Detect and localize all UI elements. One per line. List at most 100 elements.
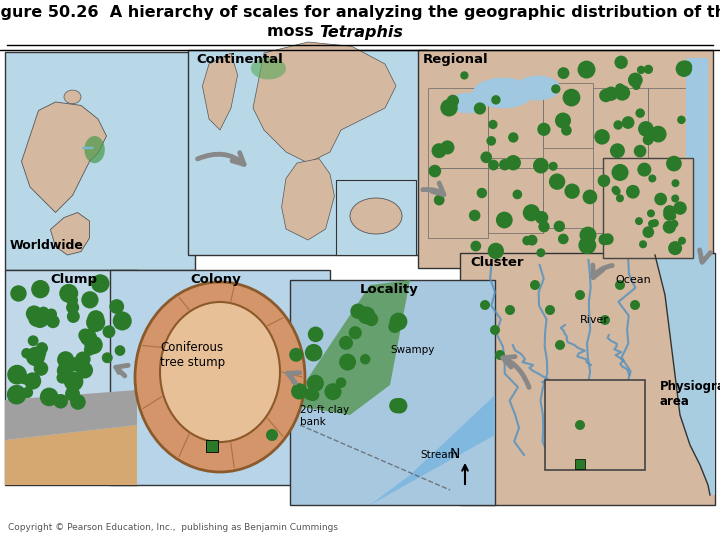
Ellipse shape: [67, 310, 80, 323]
Ellipse shape: [85, 146, 90, 149]
Ellipse shape: [615, 280, 625, 290]
Ellipse shape: [336, 377, 346, 388]
Bar: [428, 168, 488, 238]
Bar: [603, 158, 693, 258]
Ellipse shape: [135, 282, 305, 472]
Bar: [188, 50, 428, 255]
Ellipse shape: [348, 326, 362, 339]
Ellipse shape: [86, 313, 105, 332]
Ellipse shape: [523, 204, 540, 221]
Ellipse shape: [473, 78, 533, 108]
Ellipse shape: [304, 388, 315, 400]
Ellipse shape: [555, 112, 571, 129]
Ellipse shape: [662, 220, 676, 234]
Ellipse shape: [84, 344, 96, 356]
Ellipse shape: [84, 136, 105, 163]
Bar: [686, 58, 708, 258]
Ellipse shape: [526, 235, 538, 246]
Ellipse shape: [78, 328, 92, 342]
Ellipse shape: [85, 338, 102, 354]
Ellipse shape: [604, 86, 618, 101]
Ellipse shape: [630, 300, 640, 310]
Ellipse shape: [648, 174, 657, 183]
Ellipse shape: [480, 300, 490, 310]
Ellipse shape: [40, 388, 58, 406]
Ellipse shape: [535, 211, 549, 224]
Ellipse shape: [561, 125, 572, 136]
Ellipse shape: [671, 194, 679, 202]
Ellipse shape: [64, 90, 81, 104]
Ellipse shape: [289, 348, 303, 362]
Text: Colony: Colony: [190, 273, 240, 286]
Ellipse shape: [325, 383, 341, 400]
Text: Coniferous
tree stump: Coniferous tree stump: [160, 341, 225, 369]
Ellipse shape: [392, 398, 408, 414]
Text: Clump: Clump: [50, 273, 97, 286]
Text: Cluster: Cluster: [470, 256, 523, 269]
Text: Tetraphis: Tetraphis: [319, 24, 403, 39]
Ellipse shape: [647, 210, 655, 218]
Ellipse shape: [599, 89, 613, 102]
Ellipse shape: [611, 164, 629, 181]
Ellipse shape: [87, 310, 104, 327]
Ellipse shape: [434, 194, 445, 205]
Bar: [648, 168, 698, 228]
Ellipse shape: [22, 387, 33, 398]
Ellipse shape: [46, 315, 60, 328]
Ellipse shape: [91, 274, 109, 293]
Text: Regional: Regional: [423, 53, 489, 66]
Ellipse shape: [578, 237, 596, 254]
Ellipse shape: [632, 82, 641, 90]
Ellipse shape: [580, 227, 596, 244]
Ellipse shape: [650, 126, 667, 143]
Ellipse shape: [549, 173, 565, 190]
Ellipse shape: [668, 241, 682, 255]
Ellipse shape: [37, 307, 49, 318]
Text: Copyright © Pearson Education, Inc.,  publishing as Benjamin Cummings: Copyright © Pearson Education, Inc., pub…: [8, 523, 338, 532]
Ellipse shape: [390, 398, 405, 413]
Ellipse shape: [57, 362, 73, 379]
Ellipse shape: [575, 420, 585, 430]
Ellipse shape: [598, 234, 610, 245]
Bar: [110, 270, 330, 485]
Polygon shape: [22, 102, 107, 213]
Ellipse shape: [75, 352, 91, 367]
Ellipse shape: [307, 327, 323, 342]
Ellipse shape: [530, 280, 540, 290]
Ellipse shape: [637, 66, 645, 74]
Ellipse shape: [81, 291, 99, 308]
Ellipse shape: [66, 294, 78, 306]
Ellipse shape: [350, 198, 402, 234]
Text: Locality: Locality: [360, 283, 419, 296]
Ellipse shape: [53, 394, 68, 409]
Bar: [488, 83, 543, 158]
Ellipse shape: [614, 85, 630, 100]
Ellipse shape: [305, 344, 323, 361]
Ellipse shape: [266, 429, 278, 441]
Polygon shape: [50, 213, 89, 255]
Ellipse shape: [648, 220, 656, 228]
Ellipse shape: [536, 248, 545, 257]
Ellipse shape: [558, 234, 569, 244]
Ellipse shape: [635, 217, 643, 225]
Ellipse shape: [672, 241, 680, 249]
Ellipse shape: [499, 159, 510, 171]
Ellipse shape: [495, 350, 505, 360]
Ellipse shape: [365, 192, 392, 209]
Ellipse shape: [549, 162, 558, 171]
Ellipse shape: [12, 390, 24, 402]
Ellipse shape: [307, 388, 319, 401]
Text: Continental: Continental: [196, 53, 283, 66]
Ellipse shape: [490, 325, 500, 335]
Ellipse shape: [160, 302, 280, 442]
Ellipse shape: [339, 336, 353, 350]
Ellipse shape: [19, 374, 30, 384]
Ellipse shape: [84, 336, 103, 354]
Polygon shape: [655, 255, 715, 495]
Ellipse shape: [505, 305, 515, 315]
Ellipse shape: [31, 280, 50, 299]
Ellipse shape: [76, 362, 93, 379]
Ellipse shape: [390, 313, 408, 330]
Ellipse shape: [26, 306, 42, 322]
Ellipse shape: [636, 109, 645, 118]
